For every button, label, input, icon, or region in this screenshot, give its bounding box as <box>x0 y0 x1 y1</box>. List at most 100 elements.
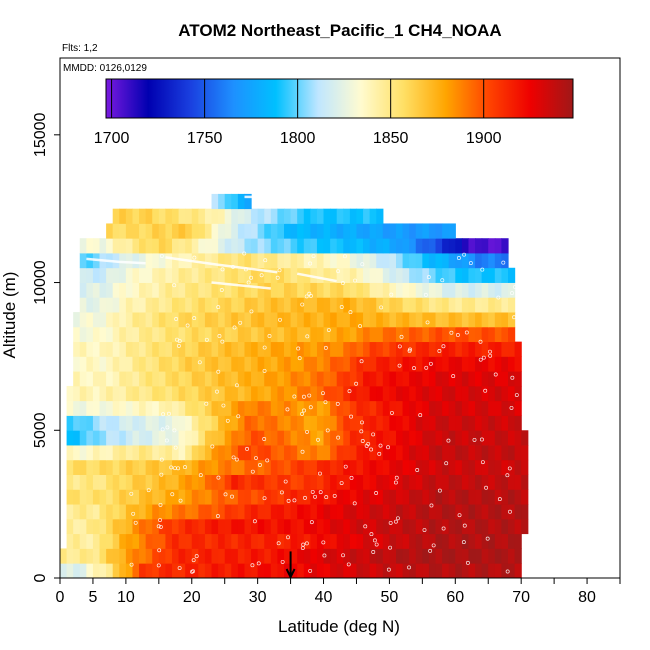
heatmap-cell <box>244 533 252 549</box>
heatmap-cell <box>251 341 259 357</box>
heatmap-cell <box>79 489 87 505</box>
sample-marker <box>308 261 313 266</box>
heatmap-cell <box>316 371 325 387</box>
heatmap-cell <box>172 563 180 578</box>
heatmap-cell <box>415 415 423 431</box>
heatmap-cell <box>409 548 417 564</box>
heatmap-cell <box>165 430 173 446</box>
sample-marker <box>336 435 341 440</box>
heatmap-cell <box>92 238 101 254</box>
x-tick-label: 5 <box>88 589 97 606</box>
sample-marker <box>220 339 225 344</box>
heatmap-cell <box>435 238 443 254</box>
heatmap-cell <box>468 533 476 549</box>
heatmap-cell <box>396 282 404 298</box>
heatmap-cell <box>402 356 410 372</box>
heatmap-cell <box>119 533 127 549</box>
heatmap-cell <box>244 297 252 313</box>
heatmap-cell <box>310 400 318 416</box>
heatmap-cell <box>119 267 127 283</box>
heatmap-cell <box>237 504 246 520</box>
heatmap-cell <box>139 430 147 446</box>
heatmap-cell <box>251 474 259 490</box>
heatmap-cell <box>290 282 298 298</box>
heatmap-cell <box>290 504 298 520</box>
heatmap-cell <box>402 371 410 387</box>
heatmap-cell <box>343 518 351 535</box>
sample-marker <box>286 535 290 540</box>
heatmap-cell <box>158 267 167 283</box>
heatmap-cell <box>382 341 391 357</box>
heatmap-cell <box>73 385 81 402</box>
heatmap-cell <box>211 548 219 564</box>
heatmap-cell <box>290 430 298 446</box>
heatmap-cell <box>277 253 285 269</box>
heatmap-cell <box>119 445 127 461</box>
heatmap-cell <box>191 430 199 446</box>
heatmap-cell <box>204 504 213 520</box>
heatmap-cell <box>73 533 81 549</box>
heatmap-cell <box>369 371 377 387</box>
heatmap-cell <box>270 385 279 402</box>
heatmap-cell <box>284 445 292 461</box>
heatmap-cell <box>468 282 476 298</box>
heatmap-cell <box>461 459 470 475</box>
heatmap-cell <box>257 518 265 535</box>
heatmap-cell <box>237 563 246 578</box>
sample-marker <box>166 411 171 416</box>
heatmap-cell <box>185 504 193 520</box>
sample-marker <box>159 472 164 477</box>
heatmap-cell <box>172 548 180 564</box>
heatmap-cell <box>501 533 509 549</box>
heatmap-cell <box>198 208 206 224</box>
sample-marker <box>311 254 316 258</box>
heatmap-cell <box>99 326 107 343</box>
heatmap-cell <box>343 430 351 446</box>
heatmap-cell <box>382 445 391 461</box>
heatmap-cell <box>99 504 107 520</box>
heatmap-cell <box>132 459 140 475</box>
heatmap-cell <box>152 415 160 431</box>
heatmap-cell <box>277 445 285 461</box>
heatmap-cell <box>336 312 344 328</box>
heatmap-cell <box>468 563 476 578</box>
heatmap-cell <box>316 489 325 505</box>
sample-marker <box>429 503 434 508</box>
heatmap-cell <box>330 415 338 431</box>
heatmap-cell <box>310 430 318 446</box>
heatmap-cell <box>158 445 167 461</box>
heatmap-cell <box>508 518 516 535</box>
heatmap-cell <box>178 400 186 416</box>
heatmap-cell <box>119 474 127 490</box>
heatmap-cell <box>330 445 338 461</box>
sample-marker <box>468 261 473 266</box>
heatmap-cell <box>442 504 450 520</box>
heatmap-cell <box>165 312 173 328</box>
heatmap-cell <box>514 548 522 564</box>
heatmap-cell <box>488 489 496 505</box>
sample-marker <box>234 457 239 462</box>
heatmap-cell <box>86 489 94 505</box>
heatmap-cell <box>139 356 147 372</box>
heatmap-cell <box>356 282 364 298</box>
flight-track <box>165 256 278 274</box>
sample-marker <box>231 455 236 460</box>
heatmap-cell <box>501 415 509 431</box>
heatmap-cell <box>389 415 397 431</box>
heatmap-cell <box>363 326 371 343</box>
heatmap-cell <box>165 267 173 283</box>
heatmap-cell <box>145 533 153 549</box>
heatmap-cell <box>178 282 186 298</box>
heatmap-cell <box>191 238 199 254</box>
heatmap-cell <box>323 356 331 372</box>
heatmap-cell <box>356 459 364 475</box>
heatmap-cell <box>244 415 252 431</box>
heatmap-cell <box>224 518 232 535</box>
heatmap-cell <box>218 474 226 490</box>
colorbar <box>105 78 574 119</box>
heatmap-cell <box>237 208 246 224</box>
heatmap-cell <box>132 445 140 461</box>
heatmap-cell <box>73 326 81 343</box>
heatmap-cell <box>79 474 87 490</box>
heatmap-cell <box>396 238 404 254</box>
